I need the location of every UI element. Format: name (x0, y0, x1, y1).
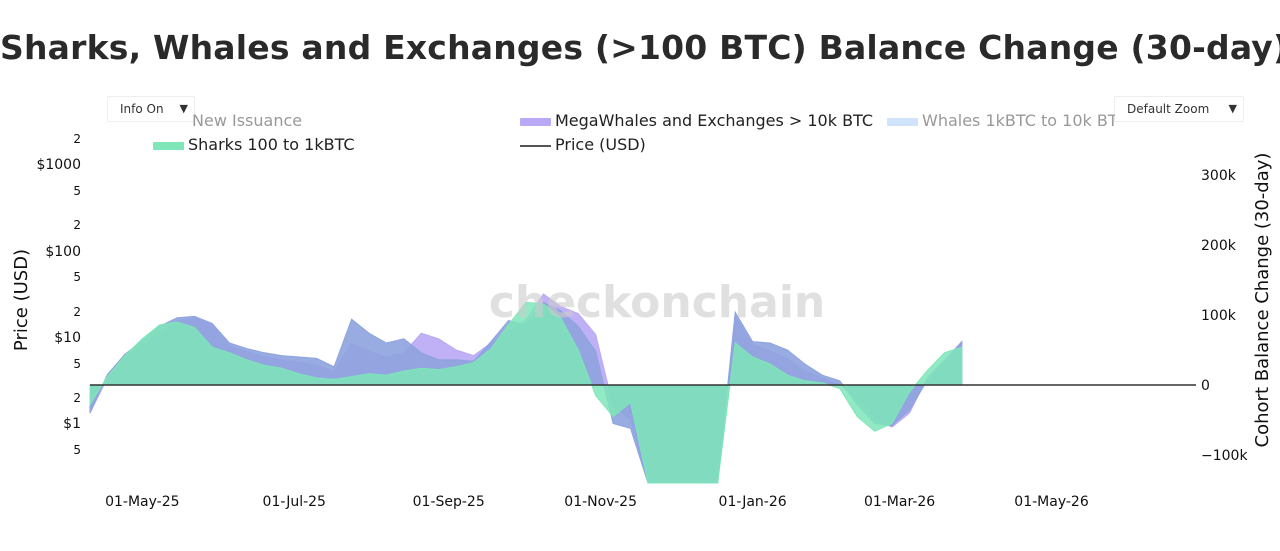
y-left-tick-label: $100 (45, 244, 81, 260)
info-toggle-button[interactable]: Info On ▼ (107, 96, 195, 122)
x-tick-label: 01-Mar-26 (864, 494, 935, 510)
right-axis: 300k 200k 100k 0 −100k (1201, 168, 1248, 464)
chevron-down-icon: ▼ (179, 102, 188, 115)
legend-swatch-sharks (153, 142, 184, 150)
legend-item-price[interactable]: Price (USD) (520, 133, 680, 155)
y-right-tick-label: 200k (1201, 238, 1237, 254)
left-axis: 2 $1000 5 2 $100 5 2 $10 5 2 $1 5 (36, 132, 81, 457)
x-axis: 01-May-25 01-Jul-25 01-Sep-25 01-Nov-25 01-J… (105, 494, 1089, 510)
y-axis-left-title: Price (USD) (11, 249, 32, 351)
zoom-select-button[interactable]: Default Zoom ▼ (1114, 96, 1244, 122)
chevron-down-icon: ▼ (1228, 102, 1237, 115)
chart-title: Sharks, Whales and Exchanges (>100 BTC) … (0, 28, 1280, 67)
y-axis-right-title: Cohort Balance Change (30-day) (1252, 153, 1273, 448)
x-tick-label: 01-May-26 (1014, 494, 1089, 510)
sharks-area (89, 301, 963, 484)
y-right-tick-label: 0 (1201, 378, 1210, 394)
x-tick-label: 01-Jul-25 (263, 494, 326, 510)
y-left-tick-label: 5 (73, 270, 81, 284)
legend-label-whales: Whales 1kBTC to 10k BTC (922, 111, 1115, 130)
y-left-tick-label: 2 (73, 132, 81, 146)
legend-item-sharks[interactable]: Sharks 100 to 1kBTC (153, 133, 383, 155)
x-tick-label: 01-Jan-26 (719, 494, 787, 510)
legend-item-whales[interactable]: Whales 1kBTC to 10k BTC (887, 109, 1115, 131)
y-right-tick-label: 100k (1201, 308, 1237, 324)
y-left-tick-label: 5 (73, 443, 81, 457)
y-left-tick-label: 5 (73, 357, 81, 371)
zoom-select-label: Default Zoom (1127, 102, 1210, 116)
x-tick-label: 01-Sep-25 (413, 494, 485, 510)
legend-item-megawhales[interactable]: MegaWhales and Exchanges > 10k BTC (520, 109, 890, 131)
y-left-tick-label: 2 (73, 305, 81, 319)
y-left-tick-label: 5 (73, 184, 81, 198)
y-left-tick-label: $10 (54, 330, 81, 346)
y-left-tick-label: 2 (73, 391, 81, 405)
info-toggle-label: Info On (120, 102, 164, 116)
x-tick-label: 01-Nov-25 (564, 494, 637, 510)
legend-label-new-issuance: New Issuance (192, 111, 303, 130)
x-tick-label: 01-May-25 (105, 494, 179, 510)
series-layer (89, 293, 963, 484)
legend-swatch-whales (887, 118, 918, 126)
y-right-tick-label: −100k (1201, 448, 1248, 464)
watermark: checkonchain (489, 277, 825, 328)
y-left-tick-label: 2 (73, 218, 81, 232)
legend-label-price: Price (USD) (555, 135, 646, 154)
legend-label-sharks: Sharks 100 to 1kBTC (188, 135, 355, 154)
y-right-tick-label: 300k (1201, 168, 1237, 184)
legend-swatch-megawhales (520, 118, 551, 126)
y-left-tick-label: $1000 (36, 157, 81, 173)
y-left-tick-label: $1 (63, 416, 81, 432)
legend-swatch-price (520, 145, 551, 147)
legend-label-megawhales: MegaWhales and Exchanges > 10k BTC (555, 111, 874, 130)
